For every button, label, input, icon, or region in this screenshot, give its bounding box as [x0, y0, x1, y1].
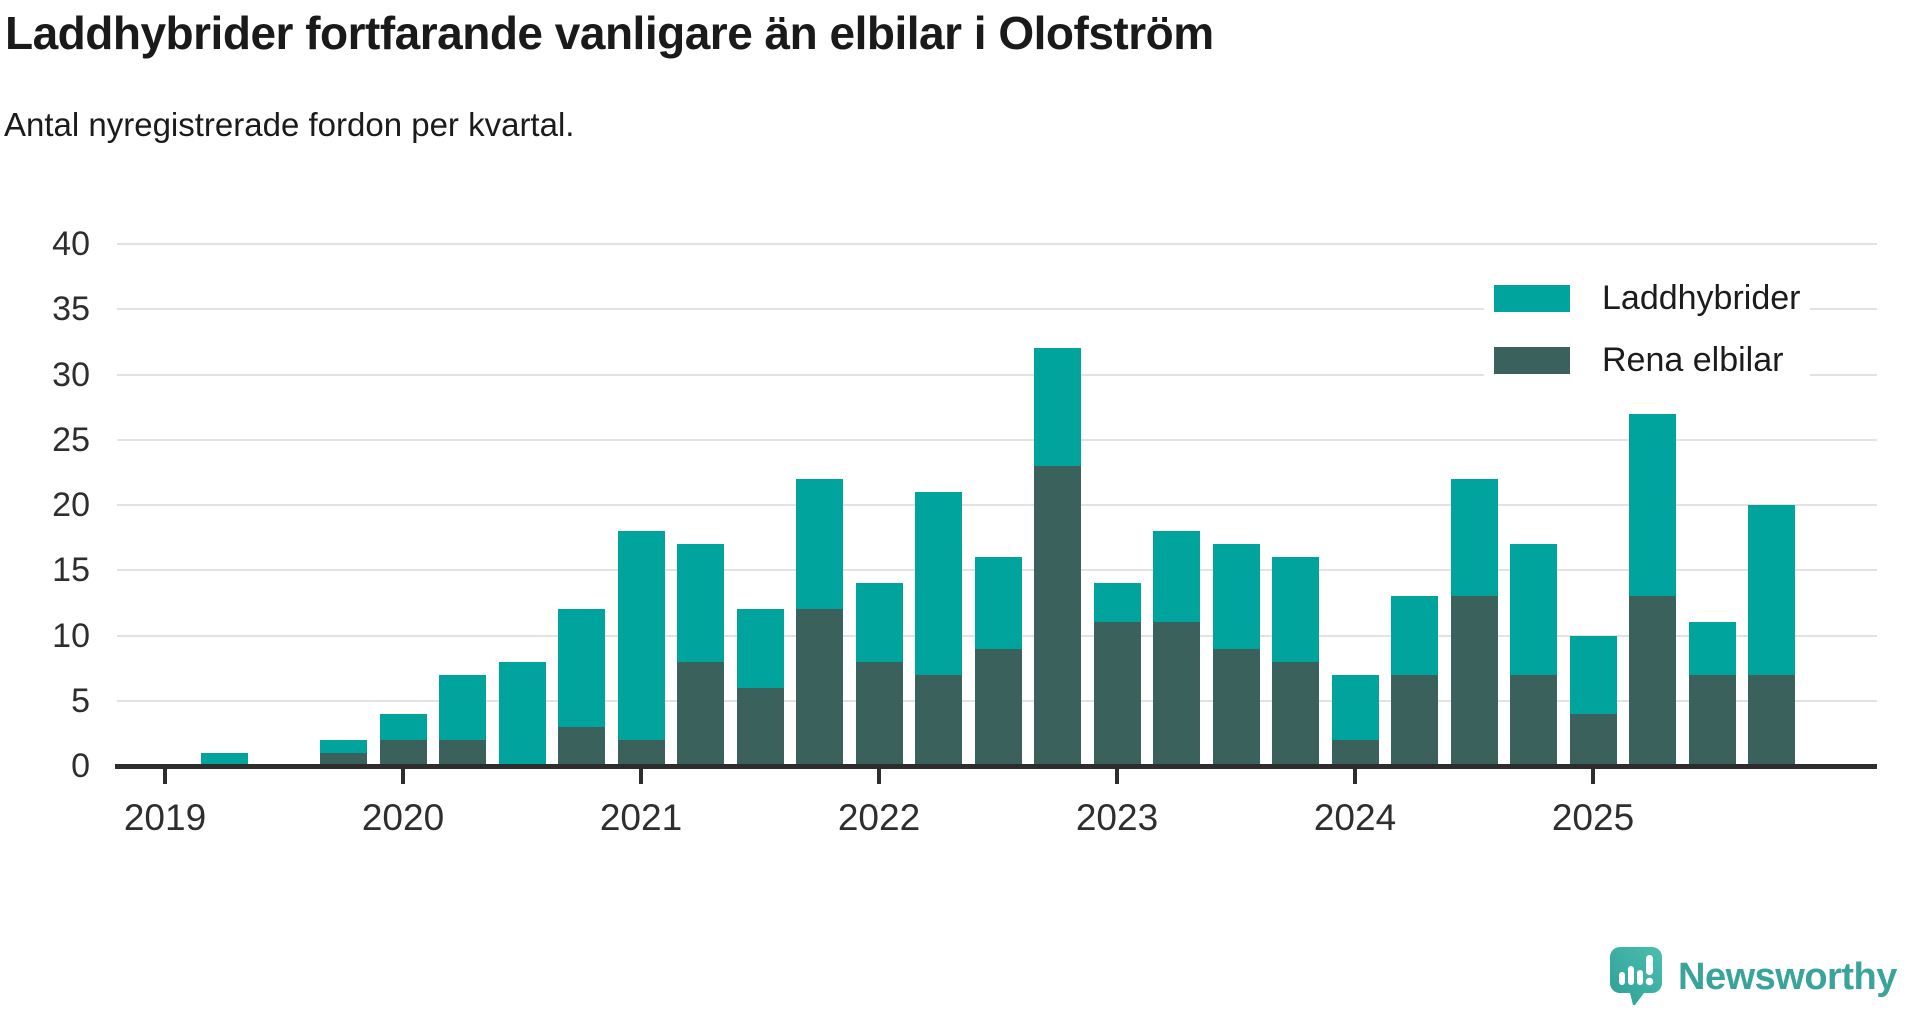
bar-segment-laddhybrider: [1153, 531, 1200, 623]
bar-segment-laddhybrider: [736, 609, 784, 688]
newsworthy-logo: Newsworthy: [1610, 946, 1897, 1008]
legend-label-rena-elbilar: Rena elbilar: [1602, 341, 1784, 379]
bar-segment-laddhybrider: [1331, 674, 1379, 740]
x-axis-year-label: 2020: [361, 797, 445, 838]
legend-swatch-laddhybrider: [1494, 284, 1570, 312]
bar-segment-rena-elbilar: [1093, 622, 1141, 766]
bar-segment-laddhybrider: [677, 544, 724, 662]
bar-segment-rena-elbilar: [1272, 661, 1319, 766]
bar-segment-laddhybrider: [1391, 596, 1438, 675]
x-axis-tick: [1353, 769, 1357, 784]
x-axis-year-label: 2025: [1551, 797, 1635, 838]
gridline: [117, 504, 1877, 506]
x-axis-line: [115, 764, 1877, 769]
bar-segment-laddhybrider: [974, 557, 1022, 649]
gridline: [117, 438, 1877, 441]
bar-segment-laddhybrider: [558, 609, 605, 727]
bar-segment-laddhybrider: [1569, 635, 1617, 714]
x-axis-year-label: 2022: [837, 797, 921, 838]
chart-subtitle: Antal nyregistrerade fordon per kvartal.: [4, 106, 575, 143]
bar-segment-rena-elbilar: [915, 674, 962, 766]
bar-segment-laddhybrider: [1034, 348, 1081, 466]
bar-segment-rena-elbilar: [736, 687, 784, 766]
x-axis-year-label: 2023: [1075, 797, 1159, 838]
y-axis-label: 25: [52, 420, 90, 459]
bar-segment-laddhybrider: [1629, 413, 1676, 597]
bar-segment-rena-elbilar: [1391, 674, 1438, 766]
y-axis-label: 5: [71, 681, 90, 720]
bar-segment-rena-elbilar: [1748, 674, 1795, 766]
bar-segment-laddhybrider: [379, 713, 427, 740]
bar-segment-laddhybrider: [1212, 544, 1260, 649]
newsworthy-logo-icon: [1610, 947, 1662, 1005]
y-axis-label: 30: [52, 355, 90, 394]
chart-title: Laddhybrider fortfarande vanligare än el…: [5, 7, 1214, 59]
bar-segment-laddhybrider: [439, 674, 486, 740]
bar-segment-rena-elbilar: [855, 661, 903, 766]
bar-segment-rena-elbilar: [1034, 465, 1081, 766]
x-axis-year-label: 2024: [1313, 797, 1397, 838]
y-axis-label: 40: [52, 225, 90, 263]
bar-segment-laddhybrider: [855, 583, 903, 662]
x-axis-tick: [639, 769, 643, 784]
legend-swatch-rena-elbilar: [1494, 346, 1570, 374]
x-axis-tick: [1115, 769, 1119, 784]
bar-segment-laddhybrider: [498, 661, 546, 766]
x-axis-tick: [401, 769, 405, 784]
bar-segment-rena-elbilar: [1569, 713, 1617, 766]
legend-label-laddhybrider: Laddhybrider: [1602, 279, 1801, 317]
bar-segment-laddhybrider: [201, 752, 248, 766]
gridline: [117, 373, 1877, 376]
bar-segment-rena-elbilar: [617, 739, 665, 766]
bar-segment-laddhybrider: [1272, 557, 1319, 662]
bar-segment-rena-elbilar: [974, 648, 1022, 766]
bar-segment-rena-elbilar: [1153, 622, 1200, 766]
bar-segment-laddhybrider: [320, 739, 367, 753]
bar-segment-rena-elbilar: [320, 752, 367, 766]
bar-segment-rena-elbilar: [796, 609, 843, 766]
x-axis-tick: [877, 769, 881, 784]
bar-segment-rena-elbilar: [1331, 739, 1379, 766]
bar-segment-rena-elbilar: [379, 739, 427, 766]
x-axis-tick: [163, 769, 167, 784]
bar-segment-rena-elbilar: [1510, 674, 1557, 766]
gridline: [117, 243, 1877, 245]
bar-segment-laddhybrider: [1450, 478, 1498, 597]
legend-item-rena-elbilar: Rena elbilar: [1494, 342, 1800, 378]
bar-segment-laddhybrider: [1510, 544, 1557, 675]
bar-segment-rena-elbilar: [439, 739, 486, 766]
legend-item-laddhybrider: Laddhybrider: [1494, 280, 1800, 316]
bar-segment-laddhybrider: [796, 478, 843, 610]
bar-segment-rena-elbilar: [1212, 648, 1260, 766]
x-axis-year-label: 2021: [599, 797, 683, 838]
y-axis-label: 20: [52, 486, 90, 524]
bar-segment-rena-elbilar: [1450, 596, 1498, 766]
bar-segment-laddhybrider: [915, 491, 962, 675]
legend: Laddhybrider Rena elbilar: [1484, 272, 1811, 386]
x-axis-year-label: 2019: [123, 797, 207, 838]
bar-segment-rena-elbilar: [1688, 674, 1736, 766]
x-axis-tick: [1591, 769, 1595, 784]
y-axis-label: 15: [52, 551, 90, 590]
bar-segment-laddhybrider: [1748, 505, 1795, 675]
newsworthy-brand-text: Newsworthy: [1678, 955, 1897, 998]
bar-segment-rena-elbilar: [1629, 596, 1676, 766]
bar-segment-rena-elbilar: [677, 661, 724, 766]
bar-segment-laddhybrider: [1688, 622, 1736, 675]
bar-segment-laddhybrider: [617, 531, 665, 740]
y-axis-label: 35: [52, 290, 90, 329]
bar-segment-rena-elbilar: [558, 726, 605, 766]
gridline: [117, 308, 1877, 311]
bar-segment-laddhybrider: [1093, 583, 1141, 623]
y-axis-label: 0: [71, 747, 90, 785]
y-axis-label: 10: [52, 616, 90, 655]
